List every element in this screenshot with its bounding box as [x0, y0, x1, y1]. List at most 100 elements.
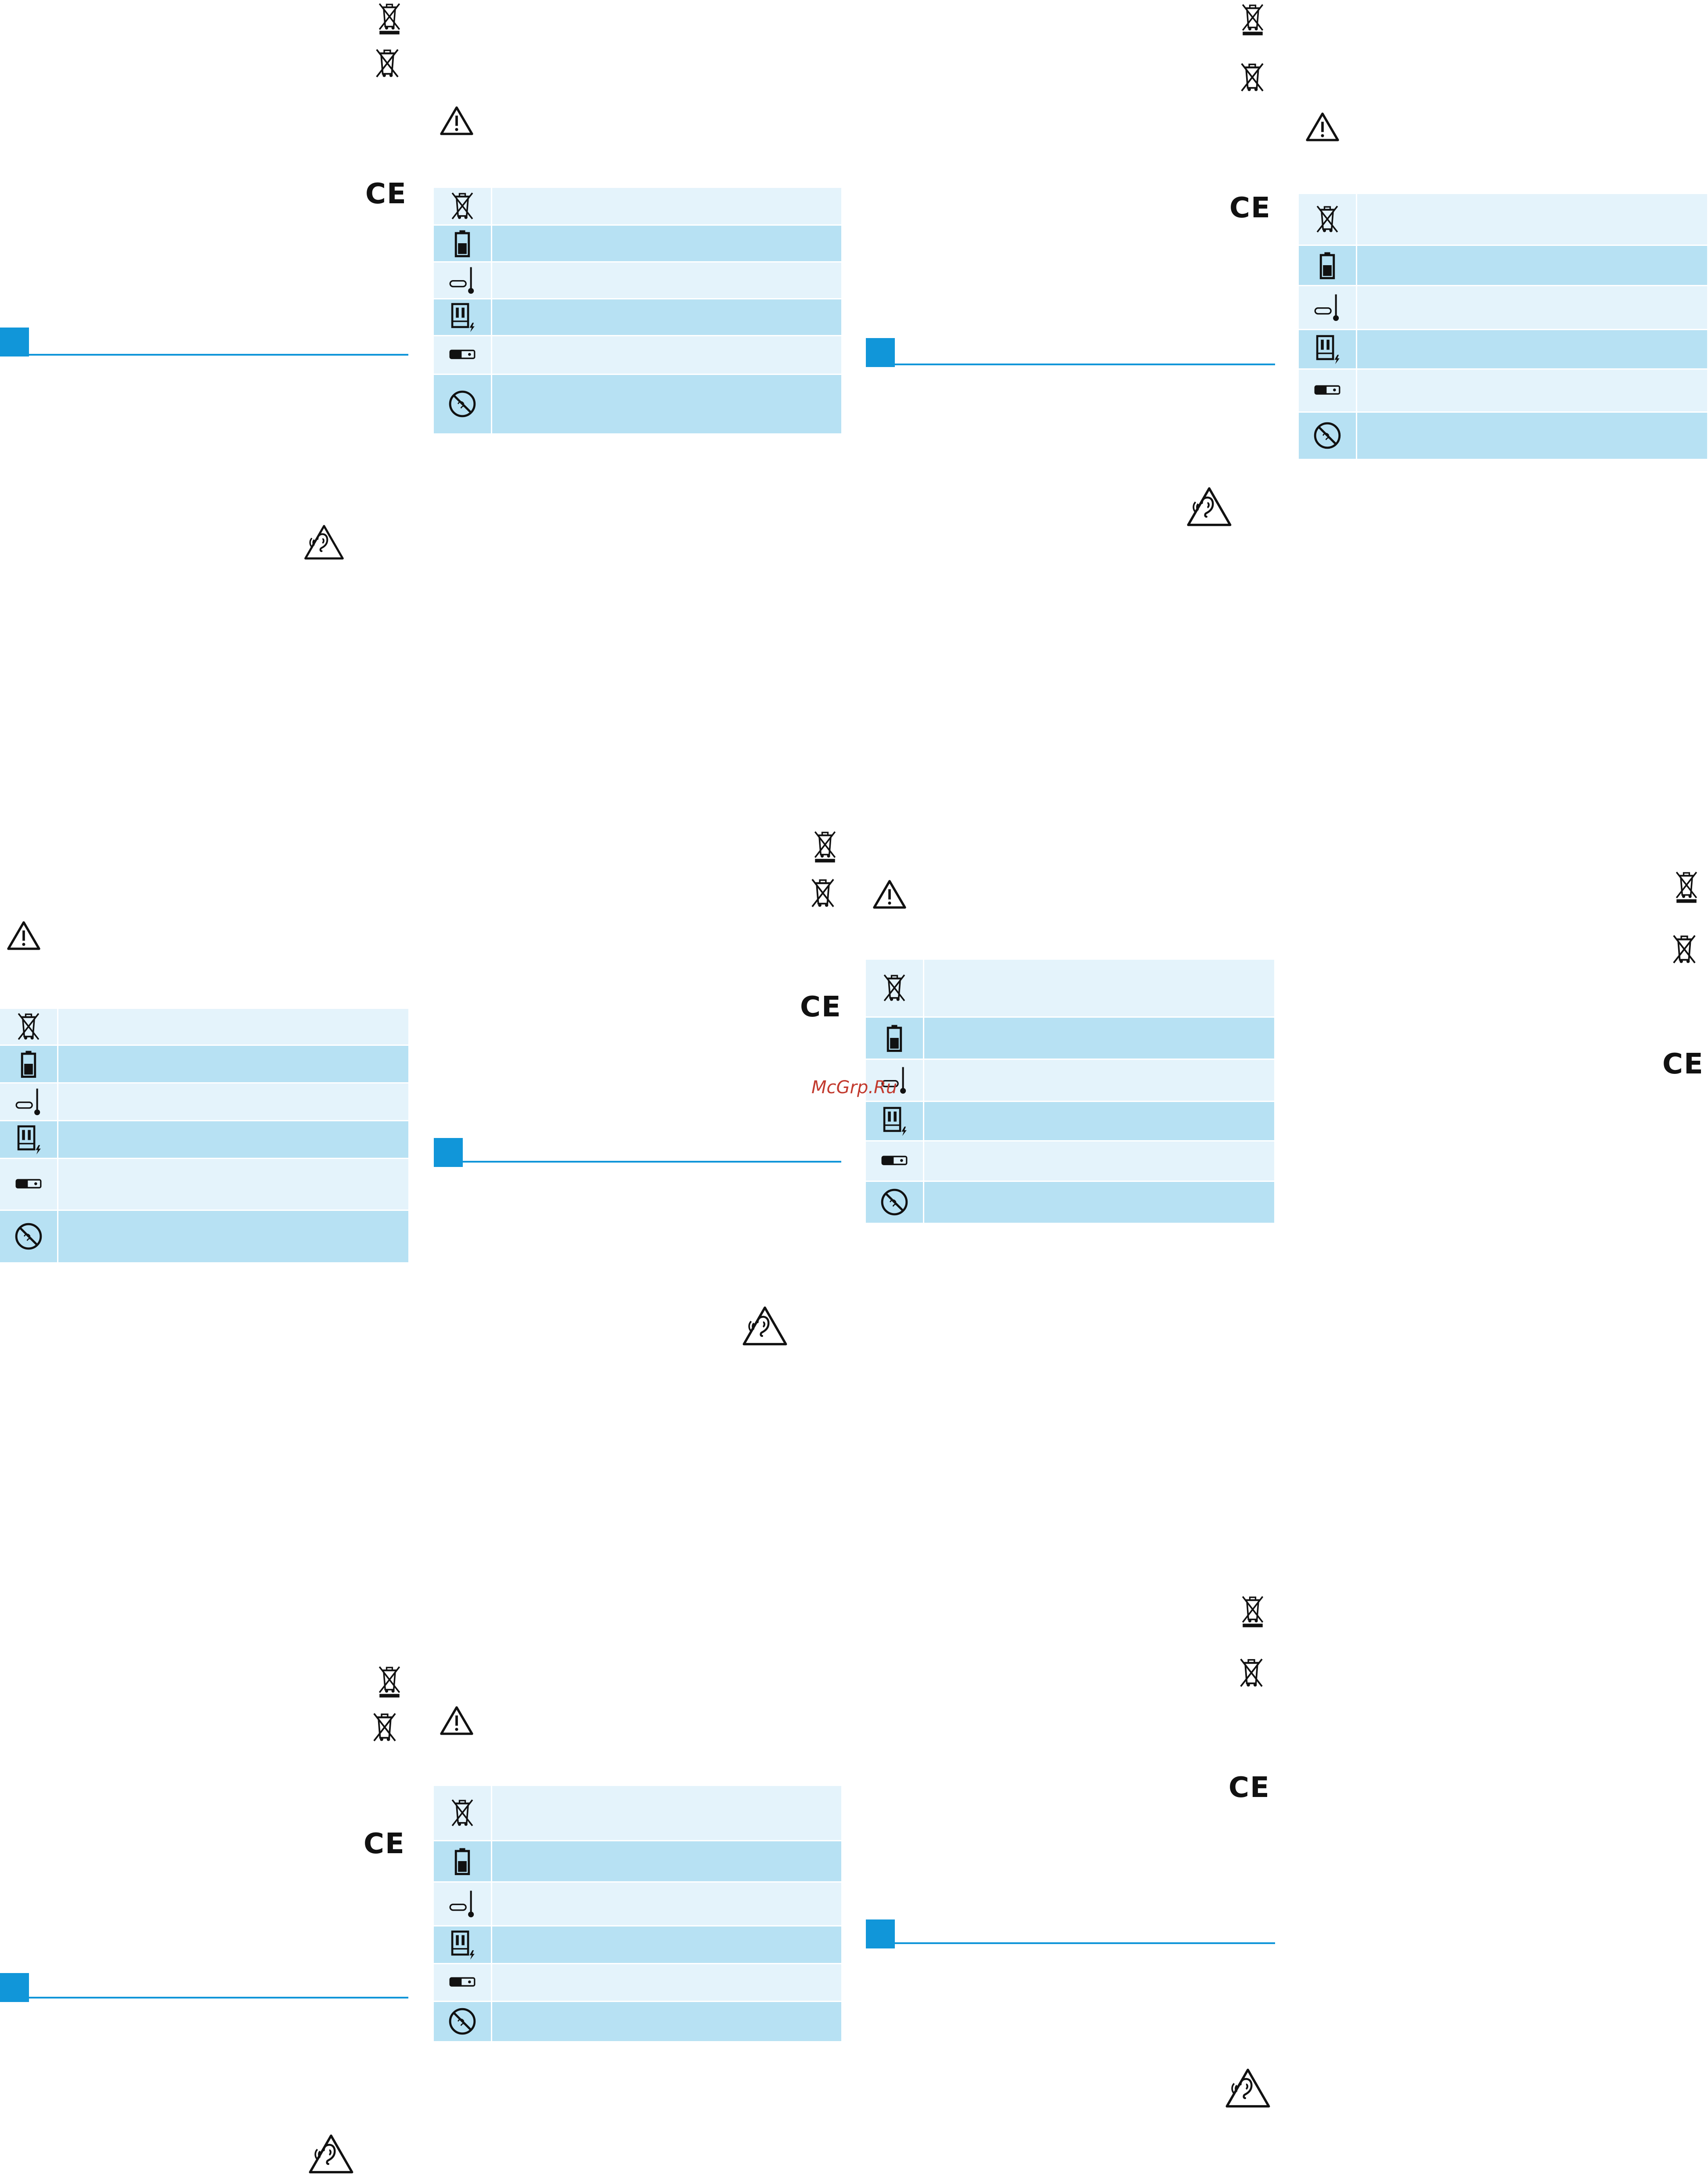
crossed-bin-icon — [447, 1797, 478, 1829]
hearing-protection-icon — [307, 2133, 355, 2175]
ce-mark: CE — [365, 178, 407, 210]
symbol-row — [434, 1882, 841, 1927]
hearing-protection-icon — [303, 523, 345, 561]
symbol-row — [0, 1120, 408, 1159]
chapter-rule — [895, 1942, 1275, 1944]
no-water-icon — [447, 388, 478, 420]
symbol-row — [866, 1181, 1274, 1224]
temperature-icon — [13, 1086, 44, 1117]
charging-case-icon — [447, 1929, 478, 1960]
symbol-row — [0, 1158, 408, 1211]
no-water-icon — [447, 2006, 478, 2037]
chapter-marker — [866, 338, 895, 367]
symbol-row — [1299, 412, 1707, 460]
temperature-icon — [1312, 292, 1343, 323]
symbol-row — [1299, 329, 1707, 370]
symbol-row — [1299, 245, 1707, 286]
battery-icon — [879, 1022, 910, 1054]
watermark: McGrp.Ru — [811, 1077, 897, 1098]
crossed-bin-icon — [1668, 933, 1700, 966]
symbol-table — [434, 188, 841, 435]
symbol-row — [434, 374, 841, 435]
symbol-row — [434, 2001, 841, 2042]
warning-triangle-icon — [439, 1705, 474, 1736]
symbol-row — [866, 1141, 1274, 1182]
temperature-icon — [447, 264, 478, 296]
no-water-icon — [1312, 420, 1343, 451]
warning-triangle-icon — [6, 920, 41, 951]
ce-mark: CE — [800, 991, 842, 1023]
crossed-bin-icon — [13, 1011, 44, 1042]
symbol-row — [434, 335, 841, 375]
symbol-row — [1299, 285, 1707, 330]
symbol-row — [434, 188, 841, 226]
symbol-row — [434, 262, 841, 299]
chapter-rule — [895, 364, 1275, 365]
symbol-table — [434, 1786, 841, 2042]
symbol-row — [434, 1840, 841, 1883]
warning-triangle-icon — [872, 879, 907, 910]
symbol-row — [434, 1786, 841, 1841]
symbol-row — [1299, 194, 1707, 246]
crossed-bin-icon — [1236, 61, 1268, 94]
hearing-protection-icon — [1186, 486, 1233, 528]
symbol-table-body — [866, 960, 1274, 1224]
crossed-bin-with-bar-icon — [1238, 1594, 1267, 1628]
symbol-row — [866, 1017, 1274, 1060]
symbol-table-body — [434, 188, 841, 435]
symbol-row — [0, 1009, 408, 1046]
usb-connector-icon — [447, 339, 478, 371]
ce-mark: CE — [1229, 1772, 1270, 1804]
crossed-bin-icon — [879, 972, 910, 1004]
charging-case-icon — [13, 1124, 44, 1155]
symbol-row — [434, 1926, 841, 1964]
chapter-marker — [866, 1919, 895, 1948]
symbol-row — [434, 1963, 841, 2002]
usb-connector-icon — [13, 1168, 44, 1200]
crossed-bin-icon — [371, 47, 403, 80]
crossed-bin-icon — [369, 1710, 400, 1744]
chapter-marker — [0, 1973, 29, 2002]
crossed-bin-with-bar-icon — [375, 1664, 404, 1698]
warning-triangle-icon — [1305, 112, 1340, 142]
warning-triangle-icon — [439, 105, 474, 136]
symbol-table — [1299, 194, 1707, 460]
ce-mark: CE — [364, 1828, 405, 1860]
hearing-protection-icon — [741, 1305, 789, 1347]
crossed-bin-with-bar-icon — [811, 829, 840, 863]
symbol-row — [434, 225, 841, 263]
no-water-icon — [13, 1221, 44, 1252]
battery-icon — [1312, 249, 1343, 281]
charging-case-icon — [1312, 333, 1343, 365]
hearing-protection-icon — [1224, 2067, 1272, 2109]
symbol-table — [866, 960, 1274, 1224]
symbol-row — [866, 1059, 1274, 1102]
symbol-table-body — [434, 1786, 841, 2042]
crossed-bin-with-bar-icon — [1672, 869, 1701, 904]
symbol-table-body — [0, 1009, 408, 1264]
crossed-bin-icon — [1312, 203, 1343, 235]
chapter-marker — [0, 328, 29, 356]
temperature-icon — [447, 1888, 478, 1919]
symbol-table — [0, 1009, 408, 1264]
ce-mark: CE — [1229, 192, 1271, 224]
charging-case-icon — [879, 1105, 910, 1137]
usb-connector-icon — [879, 1145, 910, 1177]
chapter-rule — [463, 1161, 841, 1163]
battery-icon — [447, 1845, 478, 1877]
symbol-table-body — [1299, 194, 1707, 460]
symbol-row — [434, 299, 841, 336]
crossed-bin-icon — [1236, 1656, 1267, 1689]
usb-connector-icon — [1312, 375, 1343, 406]
battery-icon — [447, 227, 478, 259]
symbol-row — [0, 1210, 408, 1264]
symbol-row — [0, 1045, 408, 1084]
symbol-row — [1299, 369, 1707, 413]
symbol-row — [866, 960, 1274, 1018]
no-water-icon — [879, 1186, 910, 1218]
chapter-marker — [434, 1138, 463, 1167]
chapter-rule — [29, 1997, 408, 1999]
crossed-bin-with-bar-icon — [1238, 2, 1267, 36]
charging-case-icon — [447, 301, 478, 333]
